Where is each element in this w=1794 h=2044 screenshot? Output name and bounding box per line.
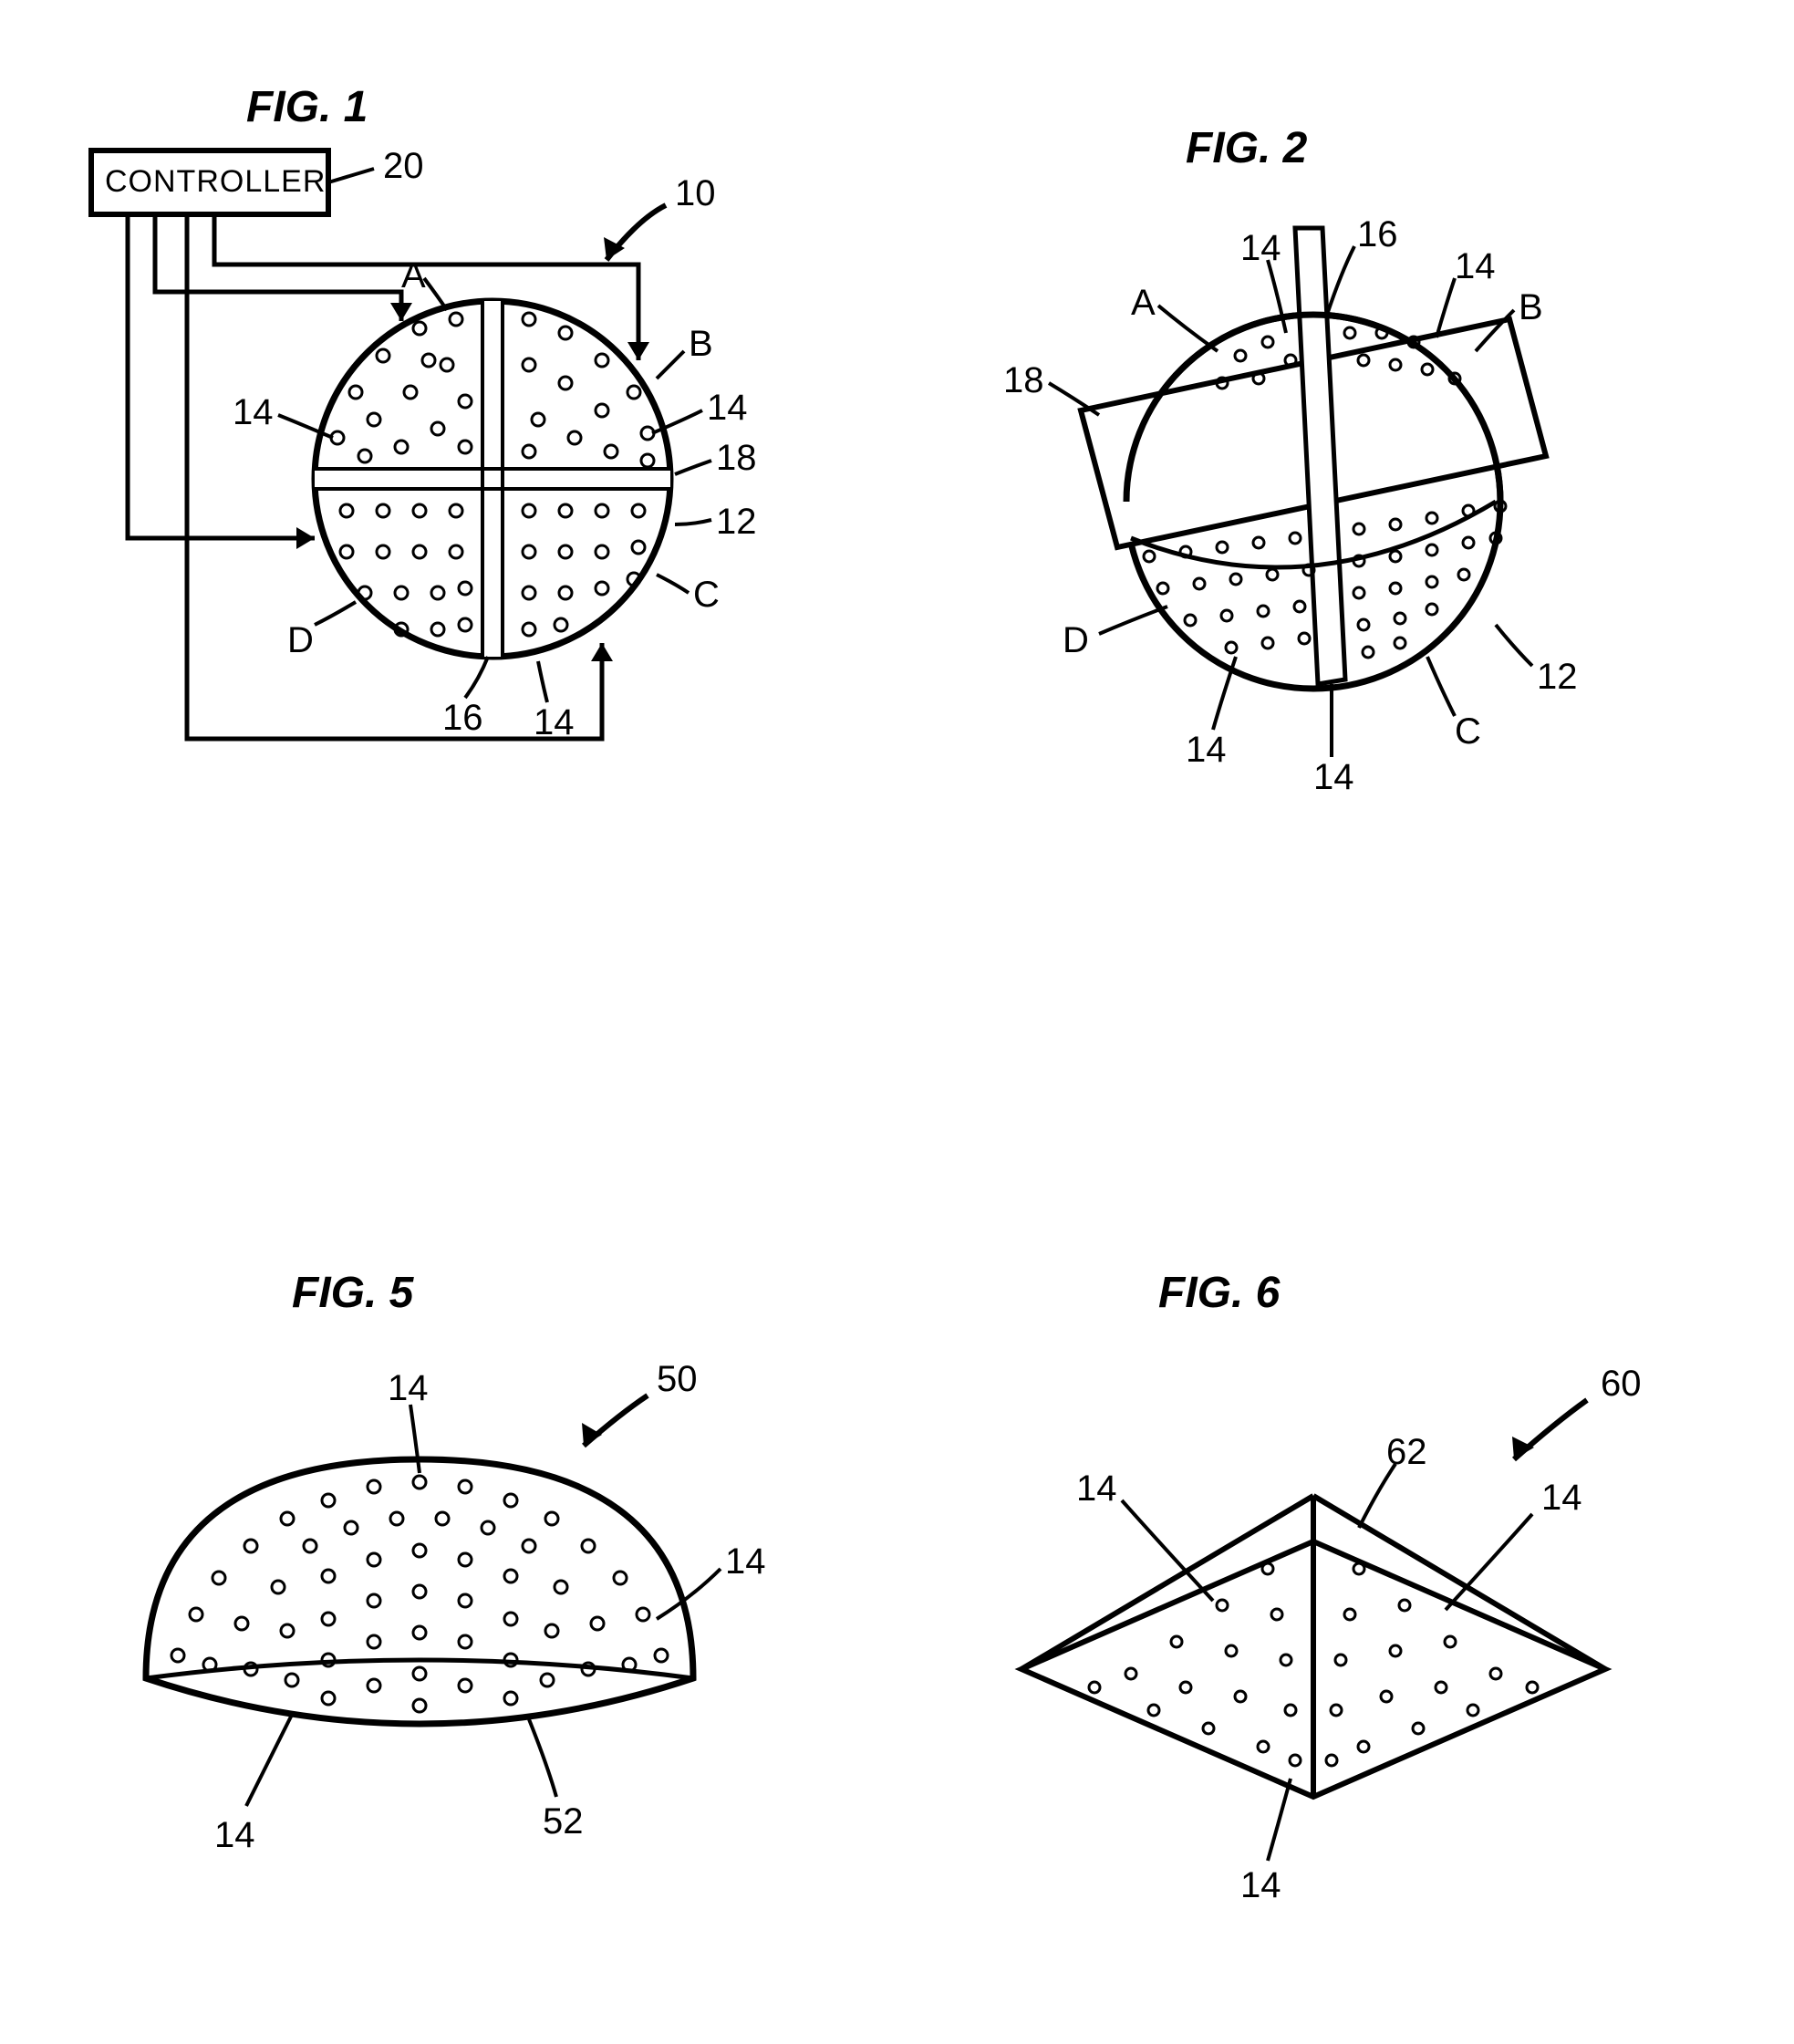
fig2-ref-14a: 14	[1240, 228, 1281, 269]
fig2-ref-14c: 14	[1186, 730, 1227, 771]
fig2-ref-D: D	[1063, 620, 1089, 661]
fig1-ref-16: 16	[442, 698, 483, 739]
fig1-ref-C: C	[693, 575, 720, 616]
fig2-ref-A: A	[1131, 283, 1156, 324]
figure-page: FIG. 1	[36, 36, 1758, 2008]
fig2-drawing	[949, 173, 1678, 857]
fig1-ref-20: 20	[383, 146, 424, 187]
fig1-ref-A: A	[401, 255, 426, 296]
fig5-drawing	[55, 1341, 830, 1888]
fig1-ref-B: B	[689, 324, 713, 365]
fig6-ref-14c: 14	[1240, 1865, 1281, 1906]
fig2-ref-C: C	[1455, 711, 1481, 752]
fig1-ref-18: 18	[716, 438, 757, 479]
fig5-ref-14b: 14	[725, 1541, 766, 1582]
fig1-ref-14a: 14	[233, 392, 274, 433]
fig2-ref-14d: 14	[1313, 757, 1354, 798]
fig5-ref-50: 50	[657, 1359, 698, 1400]
fig2-ref-B: B	[1519, 287, 1543, 328]
fig6-ref-14b: 14	[1541, 1478, 1582, 1519]
fig2-ref-12: 12	[1537, 657, 1578, 698]
fig2-ref-16: 16	[1357, 214, 1398, 255]
fig2-ref-18: 18	[1003, 360, 1044, 401]
fig6-title: FIG. 6	[1158, 1268, 1280, 1318]
fig1-ref-D: D	[287, 620, 314, 661]
fig5-ref-14c: 14	[214, 1815, 255, 1856]
fig5-title: FIG. 5	[292, 1268, 413, 1318]
fig1-ref-14b: 14	[707, 388, 748, 429]
fig6-ref-62: 62	[1386, 1432, 1427, 1473]
fig6-ref-60: 60	[1601, 1364, 1642, 1405]
fig1-ref-10: 10	[675, 173, 716, 214]
fig6-drawing	[949, 1332, 1724, 1925]
fig5-ref-14a: 14	[388, 1368, 429, 1409]
fig1-controller-text: CONTROLLER	[105, 164, 326, 200]
fig2-title: FIG. 2	[1186, 123, 1307, 173]
fig5-ref-52: 52	[543, 1801, 584, 1842]
fig1-ref-14c: 14	[534, 702, 575, 743]
fig6-ref-14a: 14	[1076, 1468, 1117, 1510]
fig1-ref-12: 12	[716, 502, 757, 543]
fig2-ref-14b: 14	[1455, 246, 1496, 287]
